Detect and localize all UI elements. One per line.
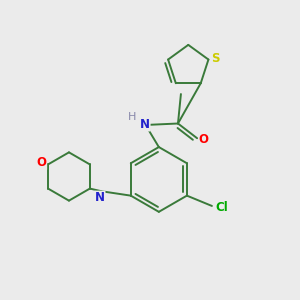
Text: S: S <box>211 52 219 64</box>
Text: H: H <box>128 112 136 122</box>
Text: Cl: Cl <box>215 201 228 214</box>
Text: N: N <box>140 118 150 131</box>
Text: O: O <box>37 157 46 169</box>
Text: O: O <box>199 133 208 146</box>
Text: N: N <box>95 191 105 204</box>
